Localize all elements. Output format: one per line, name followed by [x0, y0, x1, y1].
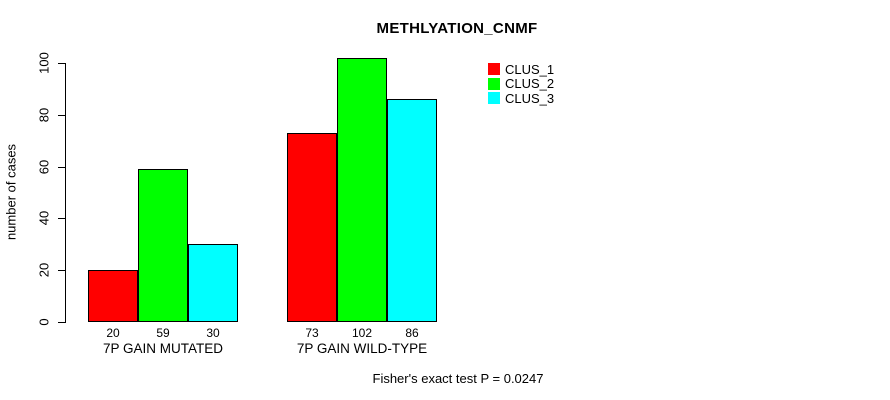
bar-value-label: 20 [106, 326, 120, 340]
y-axis-tick-label: 40 [36, 211, 52, 226]
chart-title: METHLYATION_CNMF [376, 20, 538, 37]
bar-clus_3-group1 [188, 244, 238, 322]
y-axis-tick [58, 218, 65, 220]
y-axis-tick [58, 63, 65, 64]
y-axis-tick [58, 166, 65, 168]
legend-item: CLUS_1 [488, 62, 554, 77]
legend: CLUS_1 CLUS_2 CLUS_3 [488, 62, 554, 106]
bar-clus_3-group2 [387, 99, 437, 322]
bar-value-label: 73 [305, 326, 319, 340]
bar-value-label: 86 [405, 326, 419, 340]
y-axis-label: number of cases [3, 143, 19, 241]
legend-label: CLUS_2 [505, 76, 555, 92]
legend-item: CLUS_2 [488, 76, 555, 92]
legend-item: CLUS_3 [488, 91, 554, 106]
legend-label: CLUS_3 [505, 90, 555, 106]
y-axis-tick [58, 114, 65, 116]
bar-clus_1-group2 [287, 132, 337, 322]
y-axis-tick-label: 0 [36, 318, 52, 326]
y-axis-tick-label: 20 [36, 262, 52, 278]
footer-note: Fisher's exact test P = 0.0247 [372, 371, 544, 386]
y-axis-tick-label: 60 [36, 159, 52, 174]
y-axis-tick [58, 322, 65, 323]
bar-clus_2-group2 [337, 57, 387, 322]
category-label: 7P GAIN MUTATED [102, 341, 224, 356]
bar-value-label: 102 [351, 326, 373, 340]
legend-swatch-clus_1 [488, 63, 500, 76]
y-axis-tick-label: 100 [36, 52, 52, 74]
y-axis-tick-label: 80 [36, 107, 52, 123]
bar-clus_2-group1 [138, 169, 188, 322]
legend-swatch-clus_3 [488, 92, 500, 105]
bar-clus_1-group1 [88, 270, 138, 322]
bar-value-label: 30 [206, 326, 220, 340]
bar-value-label: 59 [156, 326, 170, 340]
legend-swatch-clus_2 [488, 77, 500, 90]
legend-label: CLUS_1 [505, 61, 555, 77]
category-label: 7P GAIN WILD-TYPE [296, 341, 428, 356]
y-axis-tick [58, 270, 65, 272]
y-axis-line [65, 63, 66, 323]
